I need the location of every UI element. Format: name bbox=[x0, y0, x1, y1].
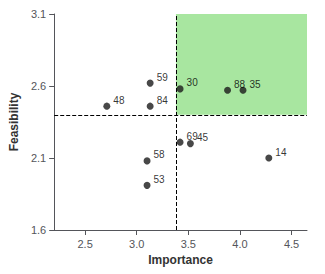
svg-text:58: 58 bbox=[154, 149, 166, 160]
svg-text:59: 59 bbox=[157, 72, 169, 83]
svg-text:3.0: 3.0 bbox=[129, 238, 144, 250]
svg-text:1.6: 1.6 bbox=[31, 224, 46, 236]
svg-text:45: 45 bbox=[197, 132, 209, 143]
svg-text:14: 14 bbox=[275, 147, 287, 158]
svg-text:Feasibility: Feasibility bbox=[7, 92, 21, 151]
svg-text:2.5: 2.5 bbox=[77, 238, 92, 250]
svg-text:3.5: 3.5 bbox=[181, 238, 196, 250]
svg-text:48: 48 bbox=[113, 95, 125, 106]
svg-text:84: 84 bbox=[157, 95, 169, 106]
svg-text:2.1: 2.1 bbox=[31, 152, 46, 164]
svg-text:3.1: 3.1 bbox=[31, 8, 46, 20]
svg-text:53: 53 bbox=[154, 174, 166, 185]
svg-text:4.0: 4.0 bbox=[232, 238, 247, 250]
svg-text:4.5: 4.5 bbox=[284, 238, 299, 250]
svg-text:88: 88 bbox=[234, 79, 246, 90]
svg-text:Importance: Importance bbox=[148, 253, 213, 267]
svg-text:2.6: 2.6 bbox=[31, 80, 46, 92]
svg-text:69: 69 bbox=[186, 130, 198, 142]
svg-text:35: 35 bbox=[250, 79, 262, 90]
svg-text:30: 30 bbox=[187, 77, 199, 88]
